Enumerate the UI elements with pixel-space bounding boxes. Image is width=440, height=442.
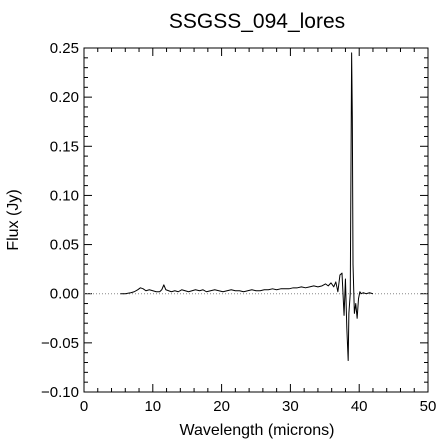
x-tick-label: 20 <box>213 398 230 415</box>
y-axis-label: Flux (Jy) <box>5 189 22 250</box>
x-tick-label: 50 <box>420 398 437 415</box>
x-axis-label: Wavelength (microns) <box>179 422 334 439</box>
y-tick-label: 0.10 <box>50 187 79 204</box>
x-axis-ticks: 0 10 20 30 40 50 <box>80 48 437 415</box>
spectrum-line <box>120 52 374 362</box>
chart-title: SSGSS_094_lores <box>169 10 345 33</box>
y-tick-label: −0.05 <box>41 335 79 352</box>
x-tick-label: 30 <box>282 398 299 415</box>
y-tick-label: 0.05 <box>50 237 79 254</box>
y-tick-label: 0.00 <box>50 286 79 303</box>
y-tick-label: 0.25 <box>50 40 79 57</box>
plot-frame <box>83 47 429 393</box>
y-tick-label: 0.15 <box>50 138 79 155</box>
x-tick-label: 0 <box>80 398 88 415</box>
x-tick-label: 10 <box>144 398 161 415</box>
x-tick-label: 40 <box>351 398 368 415</box>
y-tick-label: −0.10 <box>41 384 79 401</box>
y-axis-ticks: −0.10 −0.05 0.00 0.05 0.10 0.15 0.20 0.25 <box>41 40 428 401</box>
series-group <box>120 52 374 362</box>
y-tick-label: 0.20 <box>50 89 79 106</box>
